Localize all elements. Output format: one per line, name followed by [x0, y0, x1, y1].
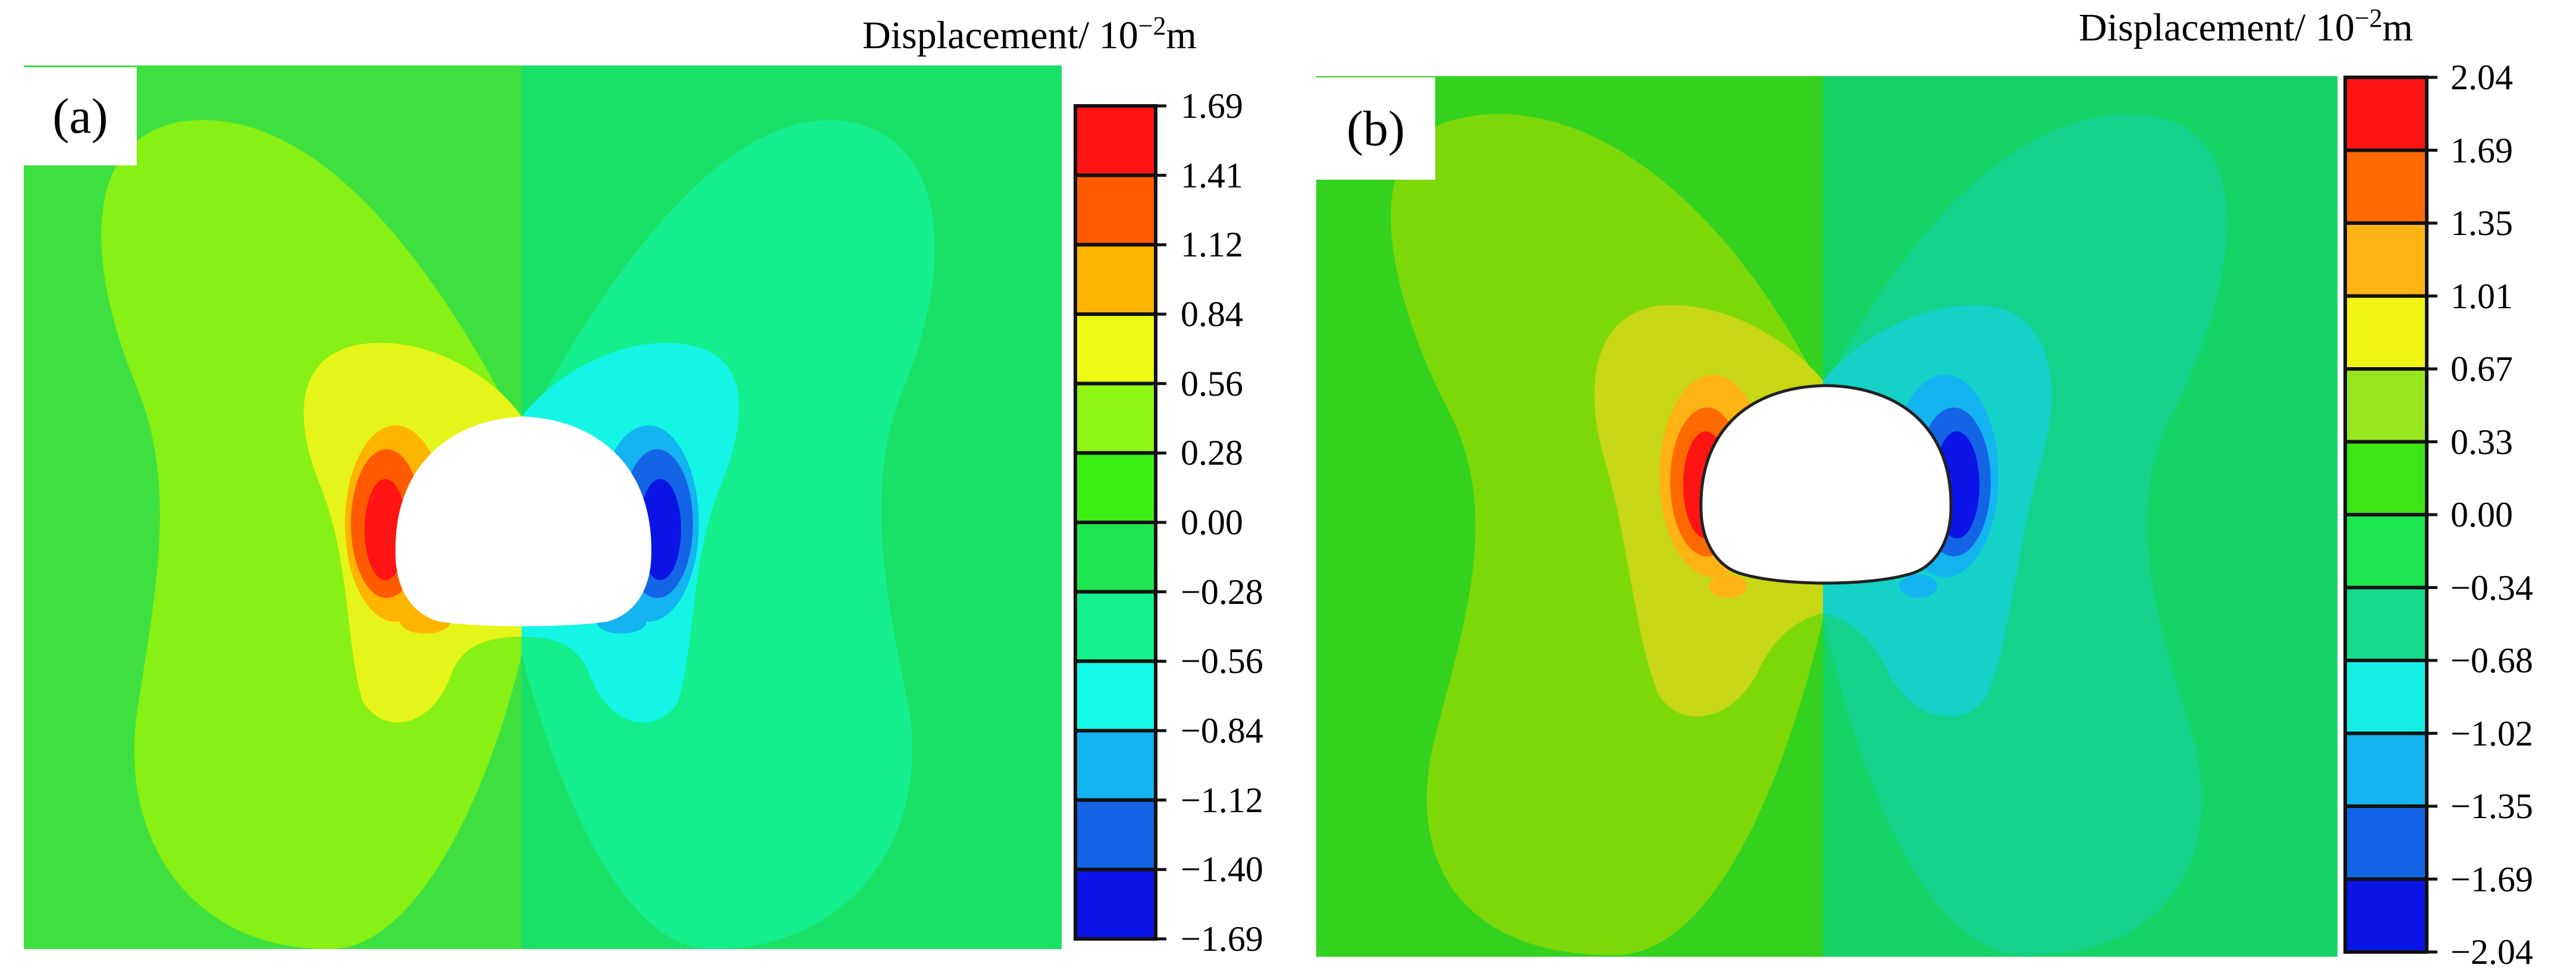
panel-a-colorbar-title-base: Displacement/ 10 — [862, 14, 1138, 57]
panel-b-colorbar-title-base: Displacement/ 10 — [2079, 6, 2355, 49]
panel-b-right-spot — [1899, 574, 1937, 598]
panel-a-colorbar-title-exponent: −2 — [1138, 11, 1166, 40]
panel-a-colorbar-tick-label: 1.69 — [1181, 86, 1243, 126]
panel-a-colorbar-tick-label: −1.40 — [1181, 850, 1263, 890]
panel-a-colorbar-tick-label: −0.84 — [1181, 711, 1263, 750]
panel-a-colorbar-segment — [1074, 451, 1157, 524]
panel-a-colorbar-tick-label: −0.28 — [1181, 572, 1263, 612]
panel-b-tunnel — [1699, 384, 1953, 585]
panel-a-colorbar-tick-label: 0.00 — [1181, 503, 1243, 542]
panel-b-colorbar-tick-label: −0.68 — [2451, 641, 2533, 680]
panel-a-colorbar-segment — [1074, 521, 1157, 594]
panel-a-colorbar-segment — [1074, 243, 1157, 317]
panel-a-colorbar-segment — [1074, 312, 1157, 386]
panel-b-colorbar-title-exponent: −2 — [2354, 4, 2383, 33]
panel-b-colorbar-title-unit: m — [2382, 6, 2413, 49]
panel-b-colorbar — [2343, 76, 2437, 954]
panel-a-colorbar-segment — [1074, 867, 1157, 941]
panel-b-colorbar-segment — [2343, 367, 2428, 444]
panel-a-colorbar-tick-label: −1.12 — [1181, 780, 1263, 820]
panel-b-colorbar-tick-label: 1.01 — [2451, 276, 2513, 316]
panel-a-colorbar-tick-label: −0.56 — [1181, 641, 1263, 681]
panel-b-colorbar-tick-label: 0.00 — [2451, 495, 2513, 534]
panel-a-right-lobe — [522, 120, 935, 949]
panel-b-colorbar-segment — [2343, 585, 2428, 662]
panel-a-colorbar-tick-label: 1.41 — [1181, 155, 1243, 195]
panel-b-colorbar-tick-label: 1.69 — [2451, 130, 2513, 170]
panel-b-colorbar-tick-label: 2.04 — [2451, 58, 2513, 97]
panel-b-colorbar-segment — [2343, 294, 2428, 371]
panel-b-colorbar-tick-label: −1.02 — [2451, 713, 2533, 753]
panel-a-colorbar-segment — [1074, 381, 1157, 455]
panel-a-field — [24, 65, 1062, 949]
panel-a-colorbar-tick-label: 0.56 — [1181, 364, 1243, 403]
panel-a-colorbar-title-unit: m — [1166, 14, 1197, 57]
panel-a-colorbar-segment — [1074, 590, 1157, 663]
panel-b-field — [1316, 76, 2337, 957]
panel-a-colorbar-tick-label: 0.28 — [1181, 433, 1243, 473]
panel-a-colorbar-tick-label: −1.69 — [1181, 919, 1263, 959]
panel-a-colorbar-tick-label: 0.84 — [1181, 295, 1243, 334]
panel-a-label: (a) — [24, 67, 137, 165]
panel-b-colorbar-segment — [2343, 76, 2428, 152]
panel-b-left-spot — [1709, 574, 1747, 598]
panel-b-colorbar-tick-label: 0.67 — [2451, 349, 2513, 389]
panel-b-colorbar-tick-label: 0.33 — [2451, 422, 2513, 462]
panel-b-colorbar-segment — [2343, 513, 2428, 590]
panel-b-colorbar-tick-label: −2.04 — [2451, 932, 2533, 972]
panel-b-colorbar-tick-label: −1.35 — [2451, 787, 2533, 826]
panel-a-colorbar-title: Displacement/ 10−2m — [862, 11, 1197, 58]
panel-b-colorbar-segment — [2343, 440, 2428, 516]
panel-a-colorbar-segment — [1074, 173, 1157, 247]
panel-a-colorbar-segment — [1074, 798, 1157, 872]
panel-b-colorbar-segment — [2343, 659, 2428, 735]
panel-b-colorbar-tick-label: −0.34 — [2451, 568, 2533, 607]
panel-b-colorbar-tick-label: −1.69 — [2451, 859, 2533, 899]
panel-b-colorbar-segment — [2343, 877, 2428, 954]
panel-a-colorbar-segment — [1074, 729, 1157, 802]
panel-b-colorbar-segment — [2343, 731, 2428, 808]
panel-a-colorbar-tick-label: 1.12 — [1181, 225, 1243, 265]
panel-b-colorbar-title: Displacement/ 10−2m — [2079, 3, 2413, 51]
panel-b-label: (b) — [1316, 77, 1435, 180]
panel-a-tunnel — [395, 416, 652, 627]
panel-a-colorbar-segment — [1074, 104, 1157, 177]
panel-b-colorbar-tick-label: 1.35 — [2451, 203, 2513, 243]
panel-a-colorbar — [1074, 104, 1166, 941]
panel-b-colorbar-segment — [2343, 148, 2428, 225]
panel-a-left-lobe — [101, 120, 522, 949]
panel-b-colorbar-segment — [2343, 221, 2428, 298]
panel-a-colorbar-segment — [1074, 659, 1157, 733]
panel-b-colorbar-segment — [2343, 804, 2428, 881]
